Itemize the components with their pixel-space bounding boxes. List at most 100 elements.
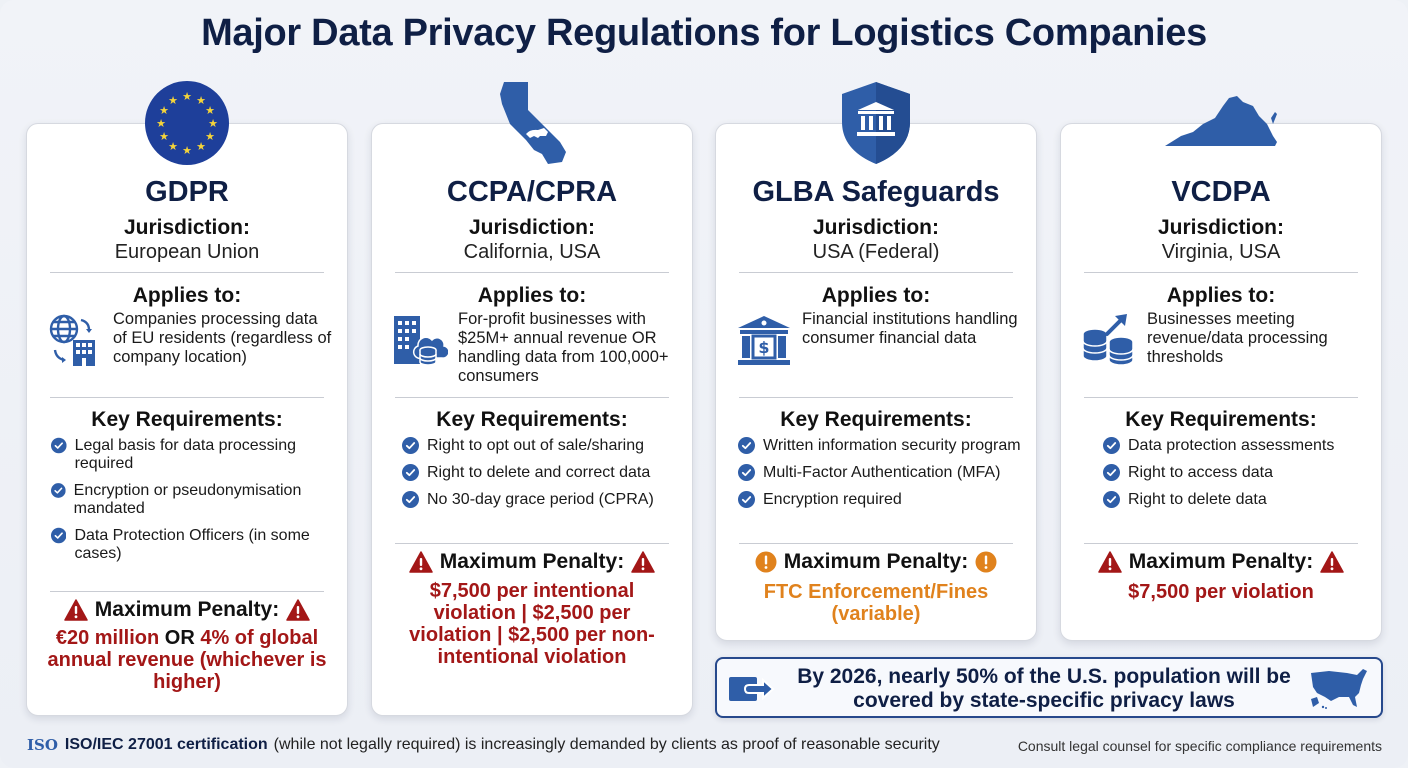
usa-map-icon [1311,669,1367,709]
regulation-card-glba: GLBA Safeguards Jurisdiction: USA (Feder… [715,82,1037,641]
requirement-item: No 30-day grace period (CPRA) [402,491,680,509]
svg-text:★: ★ [208,118,218,130]
applies-to-row: $ Financial institutions handling consum… [736,310,1022,368]
exclamation-circle-icon [755,551,777,573]
svg-text:★: ★ [168,95,178,107]
svg-text:$: $ [758,338,769,357]
requirement-item: Legal basis for data processing required [51,437,335,473]
callout-text: By 2026, nearly 50% of the U.S. populati… [797,665,1291,712]
penalty-value: $7,500 per intentional violation | $2,50… [409,580,655,668]
svg-text:★: ★ [196,95,206,107]
jurisdiction-value: USA (Federal) [812,241,940,263]
california-map-icon [496,80,576,166]
iso-footnote-text: (while not legally required) is increasi… [273,736,940,753]
regulation-card-gdpr: ★ ★ ★ ★ ★ ★ ★ ★ ★ ★ ★ ★ GDPR Jurisdictio… [26,81,348,716]
requirement-item: Right to delete data [1103,491,1369,509]
svg-text:★: ★ [168,141,178,153]
svg-text:★: ★ [205,131,215,143]
check-circle-icon [51,437,67,454]
regulation-card-vcdpa: VCDPA Jurisdiction: Virginia, USA Applie… [1060,96,1382,641]
applies-to-label: Applies to: [1166,284,1276,307]
requirement-item: Encryption required [738,491,1024,509]
applies-to-label: Applies to: [132,284,242,307]
applies-to-label: Applies to: [821,284,931,307]
divider [395,397,669,398]
requirements-list: Data protection assessments Right to acc… [1103,437,1369,518]
max-penalty-heading: Maximum Penalty: [372,550,692,574]
max-penalty-heading: Maximum Penalty: [27,598,347,622]
check-circle-icon [1103,437,1120,454]
jurisdiction-value: Virginia, USA [1161,241,1281,263]
requirement-item: Right to delete and correct data [402,464,680,482]
check-circle-icon [402,464,419,481]
regulation-name: GDPR [145,176,229,208]
check-circle-icon [738,491,755,508]
jurisdiction-label: Jurisdiction: [1157,216,1284,239]
divider [1084,543,1358,544]
requirements-list: Right to opt out of sale/sharing Right t… [402,437,680,518]
building-cloud-database-icon [394,316,448,366]
arrow-right-box-icon [729,677,775,701]
svg-text:★: ★ [156,118,166,130]
penalty-value: €20 million OR 4% of global annual reven… [47,627,327,693]
check-circle-icon [738,437,755,454]
svg-text:★: ★ [182,91,192,103]
legal-disclaimer: Consult legal counsel for specific compl… [1017,738,1382,754]
applies-to-row: Companies processing data of EU resident… [47,310,333,368]
check-circle-icon [51,482,66,499]
applies-to-text: For-profit businesses with $25M+ annual … [458,310,669,385]
divider [1084,397,1358,398]
bank-dollar-icon: $ [738,316,790,365]
warning-triangle-icon [1320,551,1344,573]
state-laws-callout: By 2026, nearly 50% of the U.S. populati… [715,657,1383,718]
check-circle-icon [51,527,66,544]
penalty-value: FTC Enforcement/Fines (variable) [763,581,989,625]
key-requirements-label: Key Requirements: [436,408,628,431]
divider [739,272,1013,273]
jurisdiction-label: Jurisdiction: [812,216,939,239]
svg-text:★: ★ [196,141,206,153]
requirements-list: Legal basis for data processing required… [51,437,335,572]
divider [1084,272,1358,273]
warning-triangle-icon [631,551,655,573]
svg-text:★: ★ [182,145,192,157]
requirement-item: Encryption or pseudonymisation mandated [51,482,335,518]
svg-text:★: ★ [159,131,169,143]
regulation-name: GLBA Safeguards [752,176,1000,208]
warning-triangle-icon [409,551,433,573]
applies-to-text: Companies processing data of EU resident… [113,310,332,366]
key-requirements-label: Key Requirements: [780,408,972,431]
divider [395,272,669,273]
check-circle-icon [402,491,419,508]
regulation-card-ccpa-cpra: CCPA/CPRA Jurisdiction: California, USA … [371,82,693,716]
requirement-item: Data Protection Officers (in some cases) [51,527,335,563]
applies-to-row: For-profit businesses with $25M+ annual … [392,310,678,386]
requirement-item: Data protection assessments [1103,437,1369,455]
svg-text:★: ★ [205,105,215,117]
check-circle-icon [1103,464,1120,481]
check-circle-icon [402,437,419,454]
requirement-item: Right to opt out of sale/sharing [402,437,680,455]
virginia-map-icon [1163,94,1279,150]
divider [50,397,324,398]
warning-triangle-icon [1098,551,1122,573]
divider [395,543,669,544]
applies-to-label: Applies to: [477,284,587,307]
shield-bank-icon [838,80,914,166]
warning-triangle-icon [64,599,88,621]
globe-building-icon [49,314,95,366]
divider [739,397,1013,398]
requirement-item: Multi-Factor Authentication (MFA) [738,464,1024,482]
coins-growth-icon [1082,314,1134,366]
iso-footnote-bold: ISO/IEC 27001 certification [64,736,268,753]
page-title: Major Data Privacy Regulations for Logis… [201,12,1207,54]
jurisdiction-value: European Union [114,241,260,263]
requirements-list: Written information security program Mul… [738,437,1024,518]
key-requirements-label: Key Requirements: [91,408,283,431]
requirement-item: Written information security program [738,437,1024,455]
divider [50,591,324,592]
iso-logo-icon: ISO [27,736,58,754]
applies-to-text: Businesses meeting revenue/data processi… [1147,310,1328,366]
regulation-name: VCDPA [1171,176,1271,208]
check-circle-icon [738,464,755,481]
